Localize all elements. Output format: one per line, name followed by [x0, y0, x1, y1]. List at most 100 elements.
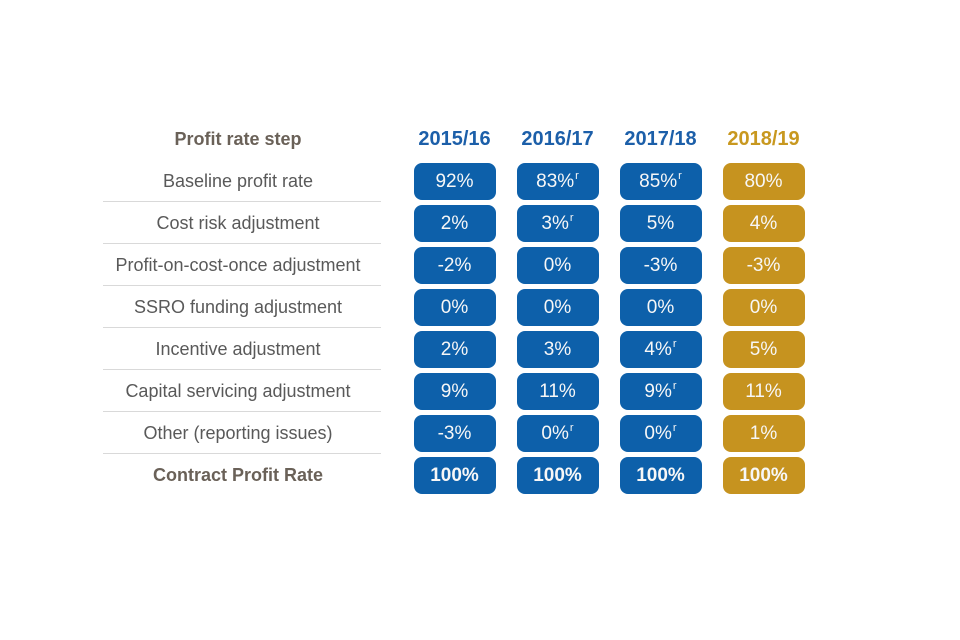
value-cell: 83% r — [506, 160, 609, 202]
value-cell: 0% r — [609, 412, 712, 454]
value-pill: 11% — [722, 372, 805, 410]
value-text: -3% — [643, 254, 678, 276]
value-text: 3% — [541, 212, 569, 234]
value-text: 100% — [430, 464, 479, 486]
value-pill: 3% — [516, 330, 599, 368]
column-header-2018-19: 2018/19 — [727, 127, 800, 150]
value-pill: -3% — [413, 414, 496, 452]
value-cell: 85% r — [609, 160, 712, 202]
value-cell: -3% — [712, 244, 815, 286]
column-header-2017-18: 2017/18 — [624, 127, 697, 150]
column-header-2016-17: 2016/17 — [521, 127, 594, 150]
value-text: 85% — [639, 170, 678, 192]
value-cell: 3% — [506, 328, 609, 370]
row-header-title: Profit rate step — [174, 128, 302, 149]
value-text: 83% — [536, 170, 575, 192]
value-pill: 100% — [413, 456, 496, 494]
value-cell: 0% — [403, 286, 506, 328]
value-text: 0% — [543, 296, 572, 318]
value-text: 4% — [749, 212, 778, 234]
value-text: 11% — [539, 380, 576, 402]
value-pill: 0% — [516, 246, 599, 284]
value-text: 92% — [435, 170, 474, 192]
value-cell: 0% — [506, 286, 609, 328]
value-pill: 100% — [722, 456, 805, 494]
value-pill: 4% r — [619, 330, 702, 368]
value-cell: 5% — [712, 328, 815, 370]
row-label: Profit-on-cost-once adjustment — [58, 244, 403, 286]
value-text: 2% — [440, 338, 469, 360]
table-body: Baseline profit rate 92% 83% r 85% r 80% Cost r… — [58, 160, 815, 496]
value-text: 4% — [644, 338, 672, 360]
value-pill: 5% — [619, 204, 702, 242]
value-pill: -3% — [722, 246, 805, 284]
value-text: 100% — [636, 464, 685, 486]
value-cell: 0% — [506, 244, 609, 286]
header-row: Profit rate step 2015/16 2016/17 2017/18 20… — [58, 118, 815, 160]
value-cell: 1% — [712, 412, 815, 454]
row-label: Contract Profit Rate — [152, 464, 323, 485]
value-text: 0% — [749, 296, 778, 318]
table-row: Baseline profit rate 92% 83% r 85% r 80% — [58, 160, 815, 202]
value-text: -2% — [437, 254, 472, 276]
value-pill: 0% r — [619, 414, 702, 452]
table-row: Capital servicing adjustment 9% 11% 9% r 11% — [58, 370, 815, 412]
value-text: 0% — [440, 296, 469, 318]
value-pill: 83% r — [516, 162, 599, 200]
row-label: Other (reporting issues) — [58, 412, 403, 454]
value-text: 0% — [543, 254, 572, 276]
value-pill: 100% — [516, 456, 599, 494]
value-pill: 3% r — [516, 204, 599, 242]
value-pill: 11% — [516, 372, 599, 410]
value-pill: 9% — [413, 372, 496, 410]
table-row: Other (reporting issues) -3% 0% r 0% r 1% — [58, 412, 815, 454]
value-cell: 80% — [712, 160, 815, 202]
value-text: 9% — [440, 380, 469, 402]
table-row: Incentive adjustment 2% 3% 4% r 5% — [58, 328, 815, 370]
value-cell: 4% r — [609, 328, 712, 370]
value-pill: 0% — [413, 288, 496, 326]
value-text: 0% — [541, 422, 569, 444]
value-text: 100% — [739, 464, 788, 486]
row-label: SSRO funding adjustment — [58, 286, 403, 328]
value-text: -3% — [746, 254, 781, 276]
value-text: 5% — [749, 338, 778, 360]
value-text: 100% — [533, 464, 582, 486]
value-cell: 2% — [403, 202, 506, 244]
table-row: SSRO funding adjustment 0% 0% 0% 0% — [58, 286, 815, 328]
value-pill: 2% — [413, 330, 496, 368]
value-cell: 0% — [609, 286, 712, 328]
value-pill: 1% — [722, 414, 805, 452]
value-pill: -3% — [619, 246, 702, 284]
value-text: 1% — [749, 422, 778, 444]
value-cell: 2% — [403, 328, 506, 370]
value-text: 11% — [745, 380, 782, 402]
value-text: 9% — [644, 380, 672, 402]
value-cell: 9% — [403, 370, 506, 412]
profit-rate-table: Profit rate step 2015/16 2016/17 2017/18 20… — [58, 118, 815, 496]
column-header-2015-16: 2015/16 — [418, 127, 491, 150]
value-pill: 0% — [619, 288, 702, 326]
value-cell: -3% — [403, 412, 506, 454]
value-text: 3% — [543, 338, 572, 360]
value-pill: 4% — [722, 204, 805, 242]
table-row: Profit-on-cost-once adjustment -2% 0% -3% -3… — [58, 244, 815, 286]
row-label: Capital servicing adjustment — [58, 370, 403, 412]
value-cell: 11% — [712, 370, 815, 412]
value-cell: -3% — [609, 244, 712, 286]
value-pill: 80% — [722, 162, 805, 200]
value-cell: 9% r — [609, 370, 712, 412]
value-text: 5% — [646, 212, 675, 234]
value-cell: 0% r — [506, 412, 609, 454]
value-cell: 100% — [609, 454, 712, 496]
value-text: 80% — [744, 170, 783, 192]
row-label: Cost risk adjustment — [58, 202, 403, 244]
value-cell: 100% — [403, 454, 506, 496]
value-cell: 5% — [609, 202, 712, 244]
value-pill: 85% r — [619, 162, 702, 200]
value-pill: -2% — [413, 246, 496, 284]
value-cell: 11% — [506, 370, 609, 412]
value-cell: 3% r — [506, 202, 609, 244]
table-row: Contract Profit Rate 100% 100% 100% 100% — [58, 454, 815, 496]
